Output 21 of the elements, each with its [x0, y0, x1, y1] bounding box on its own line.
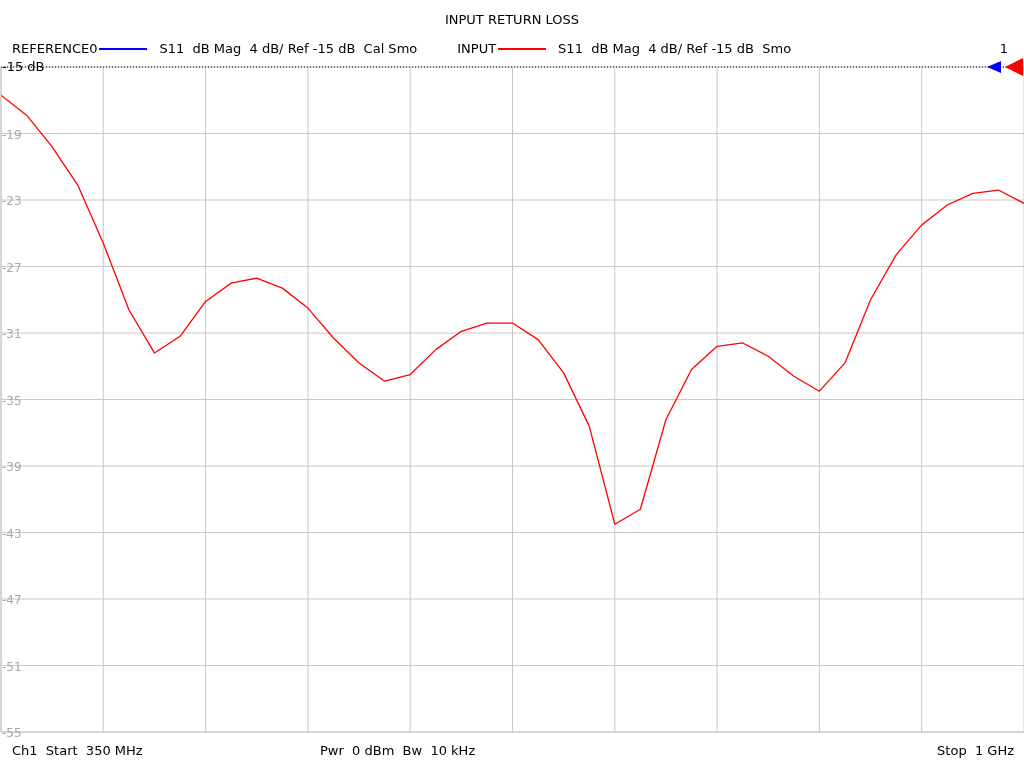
legend-label: INPUT	[457, 41, 497, 56]
y-tick-label: -39	[2, 460, 22, 474]
y-tick-label: -43	[2, 526, 22, 541]
y-tick-label: -51	[2, 659, 22, 674]
y-tick-label: -47	[2, 593, 22, 607]
y-tick-label: -55	[2, 726, 22, 740]
y-tick-label: -35	[2, 393, 22, 408]
text: 1	[999, 41, 1008, 56]
text: Stop 1 GHz	[937, 743, 1014, 758]
y-tick-label: -23	[2, 194, 22, 208]
y-tick-label: -27	[2, 260, 22, 275]
legend-label: REFERENCE0	[12, 41, 98, 56]
ref-line-label: -15 dB	[2, 59, 45, 74]
text: S11 dB Mag 4 dB/ Ref -15 dB Cal Smo	[159, 41, 418, 56]
text: S11 dB Mag 4 dB/ Ref -15 dB Smo	[558, 41, 792, 56]
line-series	[1, 94, 1024, 525]
text: Pwr 0 dBm Bw 10 kHz	[320, 743, 476, 758]
text: Ch1 Start 350 MHz	[12, 743, 143, 758]
chart-title: INPUT RETURN LOSS	[443, 12, 581, 27]
y-tick-label: -19	[2, 127, 22, 142]
y-tick-label: -31	[2, 327, 22, 341]
